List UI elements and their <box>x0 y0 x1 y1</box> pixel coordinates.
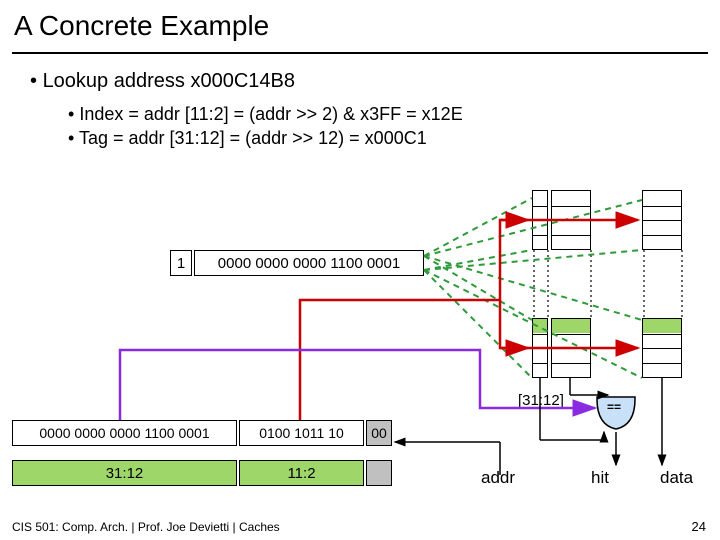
slide-title: A Concrete Example <box>14 10 269 42</box>
addr-offset-field: 00 <box>366 420 392 446</box>
slice-label-3112: [31:12] <box>518 392 564 409</box>
label-addr: addr <box>481 468 515 488</box>
data-array-bot <box>642 318 682 378</box>
title-underline <box>12 52 708 54</box>
bullet-index: Index = addr [11:2] = (addr >> 2) & x3FF… <box>68 104 463 125</box>
slide-footer: CIS 501: Comp. Arch. | Prof. Joe Deviett… <box>12 520 280 534</box>
tag-array-bot <box>551 318 591 378</box>
addr-index-field: 0100 1011 10 <box>239 420 364 446</box>
addr-tag-field: 0000 0000 0000 1100 0001 <box>12 420 237 446</box>
range-tag-label: 31:12 <box>12 460 237 486</box>
range-index-label: 11:2 <box>239 460 364 486</box>
data-array-top <box>642 190 682 250</box>
label-data: data <box>660 468 693 488</box>
valid-array-top <box>532 190 548 250</box>
comparator-label: == <box>607 400 621 414</box>
range-offset-label <box>366 460 392 486</box>
tag-array-top <box>551 190 591 250</box>
page-number: 24 <box>692 519 706 534</box>
tag-valid-bit: 1 <box>170 250 192 276</box>
tag-bits-value: 0000 0000 0000 1100 0001 <box>194 250 424 276</box>
valid-array-bot <box>532 318 548 378</box>
label-hit: hit <box>591 468 609 488</box>
bullet-main: Lookup address x000C14B8 <box>30 70 295 93</box>
bullet-tag: Tag = addr [31:12] = (addr >> 12) = x000… <box>68 128 427 149</box>
